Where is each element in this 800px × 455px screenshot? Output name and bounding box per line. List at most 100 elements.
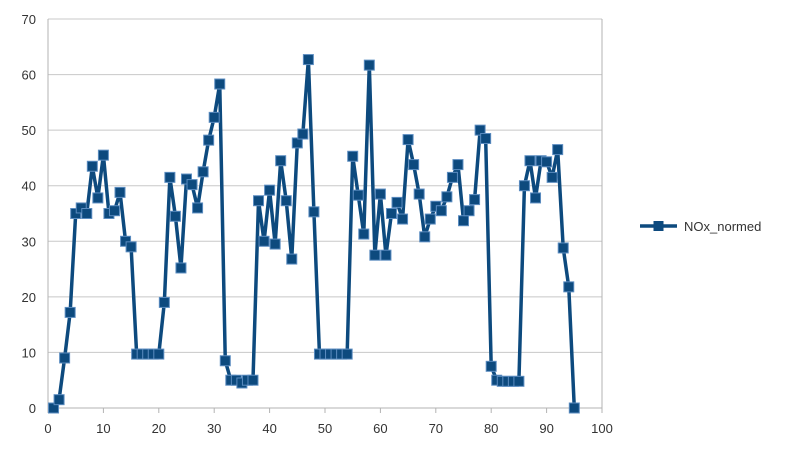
data-point bbox=[446, 171, 458, 183]
data-point bbox=[53, 394, 65, 406]
data-point bbox=[458, 215, 469, 227]
data-point bbox=[75, 202, 87, 214]
y-tick-label: 10 bbox=[22, 345, 36, 360]
x-tick-label: 50 bbox=[318, 421, 332, 436]
x-tick-label: 20 bbox=[152, 421, 166, 436]
y-tick-label: 0 bbox=[29, 401, 36, 416]
data-point bbox=[48, 402, 60, 414]
data-point bbox=[169, 210, 181, 222]
data-point bbox=[480, 132, 492, 144]
data-point bbox=[280, 195, 292, 207]
data-point bbox=[125, 241, 137, 253]
data-point bbox=[247, 374, 259, 386]
data-point bbox=[374, 188, 386, 200]
data-point bbox=[253, 195, 265, 207]
data-point bbox=[513, 375, 525, 387]
data-point bbox=[541, 156, 553, 168]
data-point bbox=[120, 235, 132, 247]
data-point bbox=[452, 159, 464, 171]
data-point bbox=[108, 205, 120, 217]
data-point bbox=[369, 249, 381, 261]
data-point bbox=[530, 192, 542, 204]
data-point bbox=[408, 159, 420, 171]
data-point bbox=[203, 134, 215, 146]
data-point bbox=[546, 171, 558, 183]
data-point bbox=[435, 205, 447, 217]
series-nox-normed bbox=[48, 54, 580, 414]
data-point bbox=[291, 137, 303, 149]
data-point bbox=[264, 184, 276, 196]
x-tick-label: 80 bbox=[484, 421, 498, 436]
data-point bbox=[413, 188, 425, 200]
data-point bbox=[441, 191, 453, 203]
data-point bbox=[158, 296, 170, 308]
tick-labels: 0 10 20 30 40 50 60 70 80 90 100 0 10 20 30 40 50 60 70 bbox=[22, 12, 613, 436]
data-point bbox=[258, 235, 270, 247]
data-point bbox=[192, 202, 204, 214]
data-point bbox=[552, 144, 564, 156]
data-point bbox=[64, 306, 76, 318]
y-tick-label: 60 bbox=[22, 68, 36, 83]
data-point bbox=[59, 352, 71, 364]
data-point bbox=[469, 194, 481, 206]
data-point bbox=[363, 59, 375, 71]
data-point bbox=[81, 208, 93, 219]
data-point bbox=[563, 281, 575, 293]
x-tick-label: 40 bbox=[262, 421, 276, 436]
y-tick-label: 50 bbox=[22, 123, 36, 138]
data-point bbox=[402, 134, 414, 146]
x-tick-label: 10 bbox=[96, 421, 110, 436]
data-point bbox=[219, 355, 231, 367]
x-tick-label: 70 bbox=[429, 421, 443, 436]
data-point bbox=[424, 213, 436, 225]
data-point bbox=[114, 186, 126, 198]
data-point bbox=[275, 155, 287, 167]
data-point bbox=[557, 242, 569, 254]
legend: NOx_normed bbox=[640, 219, 761, 234]
data-point bbox=[92, 192, 104, 204]
data-point bbox=[208, 111, 220, 123]
data-point bbox=[269, 238, 281, 250]
data-point bbox=[164, 171, 176, 183]
x-tick-label: 60 bbox=[373, 421, 387, 436]
data-point bbox=[153, 348, 165, 360]
x-tick-label: 90 bbox=[539, 421, 553, 436]
grid-lines bbox=[48, 18, 602, 353]
data-point bbox=[347, 150, 359, 162]
axes bbox=[47, 19, 603, 413]
data-point bbox=[86, 160, 98, 172]
y-tick-label: 40 bbox=[22, 179, 36, 194]
data-point bbox=[397, 213, 409, 225]
data-point bbox=[391, 196, 403, 208]
x-tick-label: 30 bbox=[207, 421, 221, 436]
data-point bbox=[302, 54, 314, 66]
data-point bbox=[186, 179, 198, 191]
y-tick-label: 20 bbox=[22, 290, 36, 305]
data-point bbox=[297, 128, 309, 140]
data-point bbox=[568, 402, 580, 414]
x-tick-label: 100 bbox=[591, 421, 613, 436]
data-point bbox=[524, 155, 536, 167]
data-point bbox=[463, 205, 475, 217]
data-point bbox=[385, 208, 397, 219]
data-point bbox=[181, 173, 192, 185]
data-point bbox=[197, 166, 209, 178]
legend-marker bbox=[653, 221, 664, 231]
data-point bbox=[352, 189, 364, 201]
data-point bbox=[308, 206, 320, 218]
data-point bbox=[518, 180, 530, 192]
data-point bbox=[380, 249, 392, 261]
data-point bbox=[286, 253, 298, 265]
data-point bbox=[341, 348, 353, 360]
y-tick-label: 70 bbox=[22, 12, 36, 27]
data-point bbox=[97, 149, 109, 161]
y-tick-label: 30 bbox=[22, 234, 36, 249]
x-tick-label: 0 bbox=[44, 421, 51, 436]
legend-label: NOx_normed bbox=[684, 219, 761, 234]
data-point bbox=[485, 360, 497, 372]
data-point bbox=[175, 262, 187, 274]
data-point bbox=[419, 231, 431, 243]
data-point bbox=[214, 78, 226, 90]
